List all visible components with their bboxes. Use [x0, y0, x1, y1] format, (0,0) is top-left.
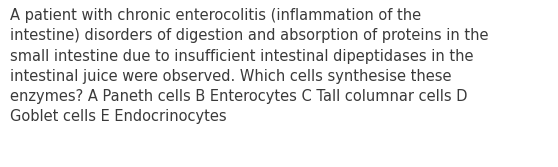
Text: intestinal juice were observed. Which cells synthesise these: intestinal juice were observed. Which ce… [10, 69, 451, 84]
Text: enzymes? A Paneth cells B Enterocytes C Tall columnar cells D: enzymes? A Paneth cells B Enterocytes C … [10, 89, 468, 104]
Text: small intestine due to insufficient intestinal dipeptidases in the: small intestine due to insufficient inte… [10, 49, 474, 64]
Text: intestine) disorders of digestion and absorption of proteins in the: intestine) disorders of digestion and ab… [10, 29, 489, 43]
Text: A patient with chronic enterocolitis (inflammation of the: A patient with chronic enterocolitis (in… [10, 8, 421, 23]
Text: Goblet cells E Endocrinocytes: Goblet cells E Endocrinocytes [10, 109, 227, 124]
